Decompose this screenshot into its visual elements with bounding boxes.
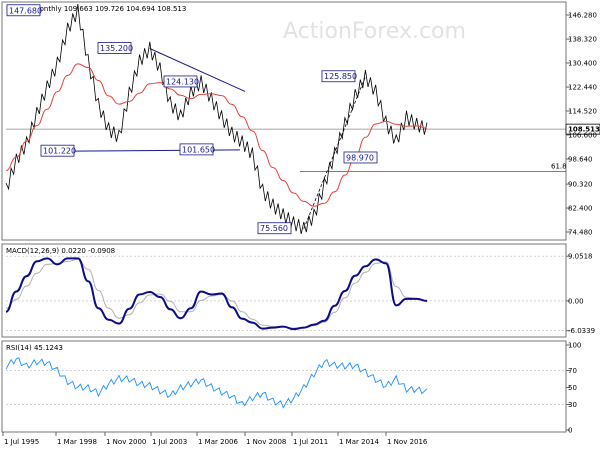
0-y-tick-label: 130.400 [568, 59, 597, 67]
rsi-reference-lines [6, 370, 566, 405]
1-y-tick-label: -6.0339 [568, 327, 595, 335]
price-series-line [5, 4, 428, 234]
annotation-box [257, 222, 292, 235]
x-tick-label: 1 Jul 2003 [152, 438, 187, 446]
annotation-box [163, 75, 198, 88]
annotation-box [97, 42, 132, 54]
macd-header: MACD(12,26,9) 0.0220 -0.0908 [6, 247, 115, 255]
annotation-label: 101.220 [43, 147, 76, 156]
annotation-label: 98.970 [346, 153, 374, 162]
price-panel-frame [1, 1, 567, 241]
macd-series-group [5, 257, 428, 331]
x-tick-label: 1 Nov 2000 [106, 438, 146, 446]
0-y-tick-label: 106.600 [568, 131, 597, 139]
x-tick-label: 1 Mar 1998 [57, 438, 97, 446]
macd-line [5, 257, 428, 331]
2-y-tick-label: 50 [568, 384, 577, 392]
annotation-label: 135.200 [100, 44, 133, 53]
fib-61-8-label: 61.8 [551, 162, 567, 170]
x-tick-label: 1 Nov 2008 [246, 438, 286, 446]
0-y-tick-label: 114.520 [568, 107, 597, 115]
rsi-header: RSI(14) 45.1243 [6, 344, 63, 352]
macd-reference-lines [6, 255, 566, 331]
rsi-panel-frame [1, 340, 567, 433]
rsi-series-group [5, 357, 428, 409]
annotation-label: 147.680 [9, 6, 42, 15]
resistance-trendline [149, 48, 246, 92]
0-y-tick-label: 122.440 [568, 84, 597, 92]
price-header: USDJPY,Monthly 109.663 109.726 104.694 1… [6, 5, 186, 13]
x-axis: 1 Jul 1995 1 Mar 1998 1 Nov 2000 1 Jul 2003… [2, 432, 428, 446]
annotation-label: 124.130 [166, 77, 199, 86]
macd-y-axis: 9.0518 0.00 -6.0339 [566, 253, 595, 335]
2-y-tick-label: 100 [568, 342, 581, 350]
x-tick-label: 1 Mar 2014 [339, 438, 379, 446]
2-y-tick-label: 30 [568, 401, 577, 409]
annotation-box [40, 144, 75, 157]
annotation-box [6, 4, 41, 17]
0-y-tick-label: 98.640 [568, 155, 593, 163]
last-price-label: 108.513 [568, 126, 600, 134]
1-y-tick-label: 0.00 [568, 297, 584, 305]
0-y-tick-label: 138.320 [568, 36, 597, 44]
annotation-label: 125.850 [324, 72, 357, 81]
annotation-label: 101.650 [182, 145, 215, 154]
watermark: ActionForex.com [283, 19, 466, 44]
annotation-box [343, 151, 378, 164]
annotation-label: 75.560 [260, 224, 288, 233]
0-y-tick-label: 146.280 [568, 12, 597, 20]
last-price-box [565, 123, 600, 135]
macd-panel-frame [1, 243, 567, 338]
2-y-tick-label: 0 [568, 427, 572, 435]
price-annotations: 147.680 135.200 124.130 101.220 101.650 75.56… [6, 4, 378, 235]
x-tick-label: 1 Nov 2016 [387, 438, 428, 446]
x-tick-label: 1 Mar 2006 [198, 438, 238, 446]
annotation-box [321, 70, 356, 83]
macd-signal-line [5, 258, 428, 329]
0-y-tick-label: 90.320 [568, 181, 593, 189]
1-y-tick-label: 9.0518 [568, 253, 593, 261]
rsi-y-axis: 100 70 50 30 0 [566, 342, 581, 435]
0-y-tick-label: 74.480 [568, 229, 593, 237]
0-y-tick-label: 82.400 [568, 205, 593, 213]
2-y-tick-label: 70 [568, 367, 577, 375]
x-tick-label: 1 Jul 2011 [293, 438, 328, 446]
rsi-line [5, 357, 428, 409]
x-tick-label: 1 Jul 1995 [4, 438, 39, 446]
annotation-box [179, 143, 214, 156]
rally-dashed-line [303, 76, 366, 229]
price-y-axis: 108.513 146.280 138.320 130.400 122.440 114.5… [565, 12, 600, 237]
